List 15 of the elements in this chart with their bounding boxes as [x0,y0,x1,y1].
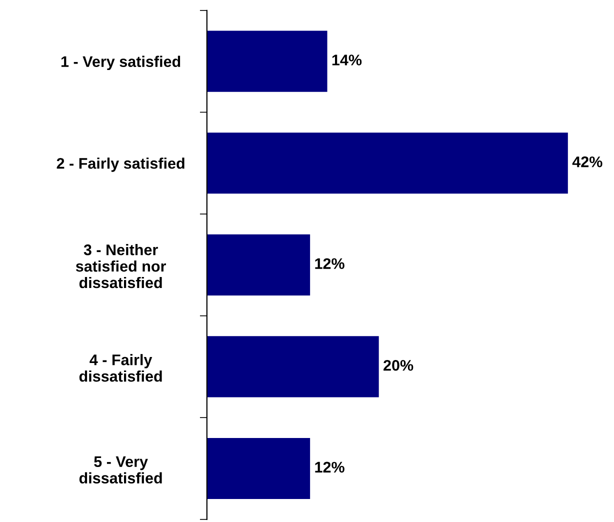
bar [206,30,328,92]
bar [206,336,379,398]
y-tick-label: 5 - Very dissatisfied [79,456,162,484]
data-label: 20% [384,360,414,371]
y-tick-label: 4 - Fairly dissatisfied [79,354,162,382]
y-tick-label: 3 - Neither satisfied nor dissatisfied [76,244,166,288]
bar [206,438,310,500]
data-label: 42% [572,156,602,168]
bar [206,132,568,194]
y-tick-label: 2 - Fairly satisfied [56,158,184,172]
bar [206,234,310,296]
data-label: 12% [315,462,344,473]
y-tick-label: 1 - Very satisfied [61,56,180,70]
data-label: 12% [315,258,344,269]
data-label: 14% [332,54,362,66]
